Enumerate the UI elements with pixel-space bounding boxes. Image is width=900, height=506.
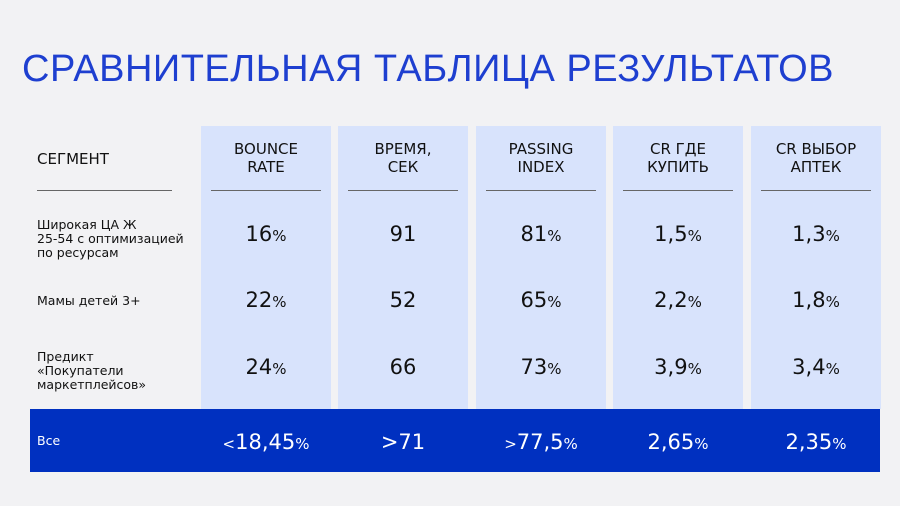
unit: % xyxy=(687,360,702,378)
table-cell-value: 1,5% xyxy=(613,222,743,246)
column-header: CR ВЫБОР АПТЕК xyxy=(775,140,857,176)
column-header-divider xyxy=(761,190,871,191)
table-cell-value: 2,2% xyxy=(613,288,743,312)
table-cell-value: 1,8% xyxy=(751,288,881,312)
unit: % xyxy=(547,360,562,378)
value: 3,9 xyxy=(654,355,688,379)
value: 65 xyxy=(520,288,548,312)
value: 52 xyxy=(389,288,417,312)
value: 24 xyxy=(245,355,273,379)
value: 2,65 xyxy=(647,430,695,454)
prefix: > xyxy=(504,435,517,453)
value: >71 xyxy=(380,430,426,454)
segment-label: Мамы детей 3+ xyxy=(37,293,141,308)
segment-header-divider xyxy=(37,190,172,191)
table-cell-value: 81% xyxy=(476,222,606,246)
total-cell-value: 2,35% xyxy=(751,430,881,454)
column-header: BOUNCE RATE xyxy=(234,140,298,176)
value: 1,8 xyxy=(792,288,826,312)
unit: % xyxy=(825,360,840,378)
table-cell-value: 91 xyxy=(338,222,468,246)
unit: % xyxy=(272,227,287,245)
value: 81 xyxy=(520,222,548,246)
column-bg xyxy=(201,126,331,409)
total-cell-value: >71 xyxy=(338,430,468,454)
unit: % xyxy=(272,293,287,311)
value: 18,45 xyxy=(235,430,296,454)
value: 22 xyxy=(245,288,273,312)
value: 73 xyxy=(520,355,548,379)
column-header: ВРЕМЯ, СЕК xyxy=(374,140,432,176)
column-bg xyxy=(338,126,468,409)
unit: % xyxy=(694,435,709,453)
table-cell-value: 1,3% xyxy=(751,222,881,246)
column-bg xyxy=(751,126,881,409)
table-cell-value: 65% xyxy=(476,288,606,312)
value: 16 xyxy=(245,222,273,246)
segment-label: Широкая ЦА Ж 25-54 с оптимизацией по рес… xyxy=(37,217,184,260)
unit: % xyxy=(563,435,578,453)
value: 1,3 xyxy=(792,222,826,246)
table-cell-value: 73% xyxy=(476,355,606,379)
unit: % xyxy=(547,293,562,311)
table-cell-value: 16% xyxy=(201,222,331,246)
value: 2,35 xyxy=(785,430,833,454)
value: 91 xyxy=(389,222,417,246)
unit: % xyxy=(825,293,840,311)
total-segment-label: Все xyxy=(37,433,61,448)
column-header: PASSING INDEX xyxy=(508,140,574,176)
page-title: СРАВНИТЕЛЬНАЯ ТАБЛИЦА РЕЗУЛЬТАТОВ xyxy=(22,48,834,90)
prefix: < xyxy=(222,435,236,453)
value: 1,5 xyxy=(654,222,688,246)
table-cell-value: 52 xyxy=(338,288,468,312)
table-cell-value: 22% xyxy=(201,288,331,312)
unit: % xyxy=(687,293,702,311)
column-header-divider xyxy=(486,190,596,191)
table-cell-value: 3,9% xyxy=(613,355,743,379)
total-cell-value: 2,65% xyxy=(613,430,743,454)
unit: % xyxy=(547,227,562,245)
unit: % xyxy=(272,360,287,378)
table-cell-value: 24% xyxy=(201,355,331,379)
table-cell-value: 3,4% xyxy=(751,355,881,379)
unit: % xyxy=(825,227,840,245)
column-header: CR ГДЕ КУПИТЬ xyxy=(647,140,709,176)
unit: % xyxy=(687,227,702,245)
total-cell-value: <18,45% xyxy=(201,430,331,454)
column-bg xyxy=(613,126,743,409)
unit: % xyxy=(832,435,847,453)
value: 77,5 xyxy=(516,430,564,454)
total-row xyxy=(30,409,880,472)
total-cell-value: >77,5% xyxy=(476,430,606,454)
column-header-divider xyxy=(348,190,458,191)
column-header-divider xyxy=(211,190,321,191)
column-bg xyxy=(476,126,606,409)
value: 3,4 xyxy=(792,355,826,379)
segment-header: СЕГМЕНТ xyxy=(37,150,109,168)
unit: % xyxy=(295,435,310,453)
segment-label: Предикт «Покупатели маркетплейсов» xyxy=(37,349,147,392)
column-header-divider xyxy=(623,190,733,191)
value: 2,2 xyxy=(654,288,688,312)
table-cell-value: 66 xyxy=(338,355,468,379)
value: 66 xyxy=(389,355,417,379)
